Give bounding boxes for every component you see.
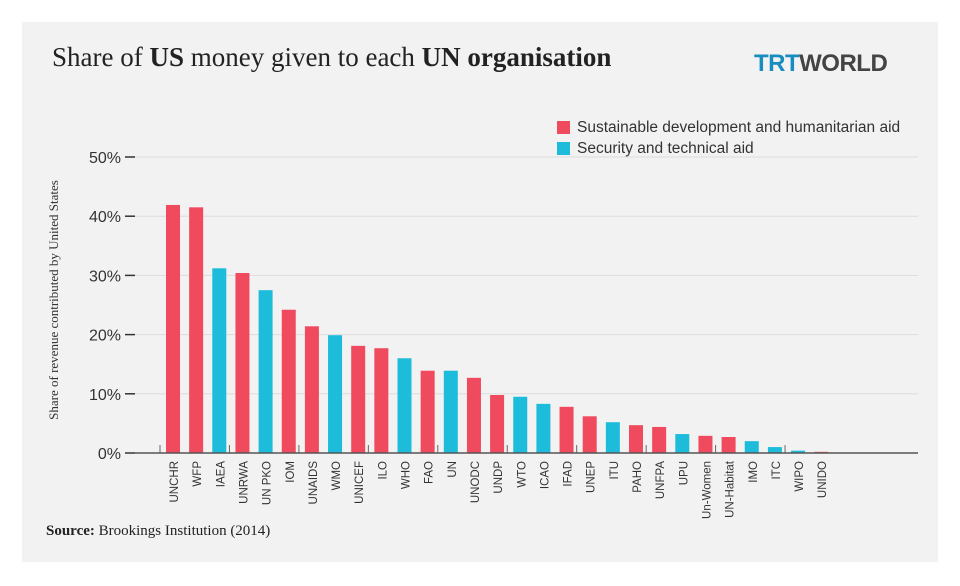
bar-unicef [351, 345, 366, 453]
x-tick-label: UNFPA [655, 461, 667, 499]
bar-itc [767, 447, 782, 453]
y-tick-label: 40% [89, 209, 121, 226]
bar-unchr [166, 204, 180, 453]
bar-unfpa [652, 426, 667, 453]
x-tick-label: IMO [748, 461, 760, 483]
legend-swatch [557, 121, 570, 134]
bar-wipo [791, 450, 806, 453]
bar-iom [281, 309, 296, 453]
x-tick-label: IAEA [215, 461, 227, 488]
x-tick-label: UNDP [493, 461, 505, 494]
y-tick-label: 20% [89, 328, 121, 345]
bar-un-women [698, 435, 713, 453]
x-tick-label: UNODC [470, 461, 482, 503]
y-tick-label: 10% [89, 387, 121, 404]
bar-paho [629, 425, 643, 453]
bar-who [397, 358, 412, 453]
x-tick-label: UNIDO [817, 461, 829, 498]
x-tick-label: ITC [771, 461, 783, 480]
bar-upu [675, 434, 690, 453]
x-tick-label: UPU [678, 461, 690, 485]
y-tick-label: 0% [98, 446, 121, 463]
source-note: Source: Brookings Institution (2014) [46, 523, 271, 539]
x-tick-label: Un-Women [701, 461, 713, 519]
x-tick-label: PAHO [632, 461, 644, 493]
x-tick-label: UNRWA [238, 461, 250, 504]
y-tick-label: 50% [89, 150, 121, 167]
x-tick-label: UN PKO [262, 461, 274, 505]
x-tick-label: UNCHR [169, 461, 181, 503]
legend-item-security: Security and technical aid [557, 138, 900, 159]
y-axis-label: Share of revenue contributed by United S… [46, 180, 61, 420]
bar-itu [605, 422, 620, 453]
x-tick-label: UNAIDS [308, 461, 320, 505]
bar-icao [536, 403, 551, 453]
x-tick-label: UN [447, 461, 459, 478]
bar-un-habitat [721, 437, 736, 453]
bar-wmo [328, 335, 343, 453]
bar-unaids [304, 326, 319, 453]
bar-wfp [189, 207, 204, 453]
bar-ifad [559, 406, 574, 453]
bar-un [443, 370, 458, 453]
x-tick-label: ICAO [539, 461, 551, 489]
bar-imo [744, 441, 759, 453]
legend: Sustainable development and humanitarian… [557, 117, 900, 159]
chart-title: Share of US money given to each UN organ… [52, 42, 612, 72]
legend-item-humanitarian: Sustainable development and humanitarian… [557, 117, 900, 138]
x-tick-label: UNEP [586, 461, 598, 493]
legend-swatch [557, 142, 570, 155]
bar-iaea [212, 268, 227, 453]
x-tick-label: WFP [192, 461, 204, 487]
x-tick-label: IOM [285, 461, 297, 483]
bar-undp [490, 394, 505, 453]
x-tick-label: UN-Habitat [725, 460, 737, 518]
x-tick-label: ITU [609, 461, 621, 480]
x-tick-label: WHO [401, 461, 413, 489]
bar-un-pko [258, 290, 273, 453]
x-tick-label: WIPO [794, 461, 806, 492]
y-tick-label: 30% [89, 268, 121, 285]
trt-world-logo: TRTWORLD [754, 50, 888, 77]
bar-unodc [466, 377, 481, 453]
bar-unep [582, 416, 597, 453]
x-tick-label: ILO [377, 461, 389, 480]
x-tick-label: IFAD [563, 461, 575, 487]
x-tick-label: FAO [424, 461, 436, 484]
x-tick-label: WMO [331, 461, 343, 490]
x-tick-label: WTO [516, 461, 528, 488]
bar-fao [420, 370, 435, 453]
bar-unrwa [235, 273, 250, 453]
x-tick-label: UNICEF [354, 461, 366, 504]
bar-ilo [374, 348, 389, 453]
bar-wto [513, 396, 528, 453]
